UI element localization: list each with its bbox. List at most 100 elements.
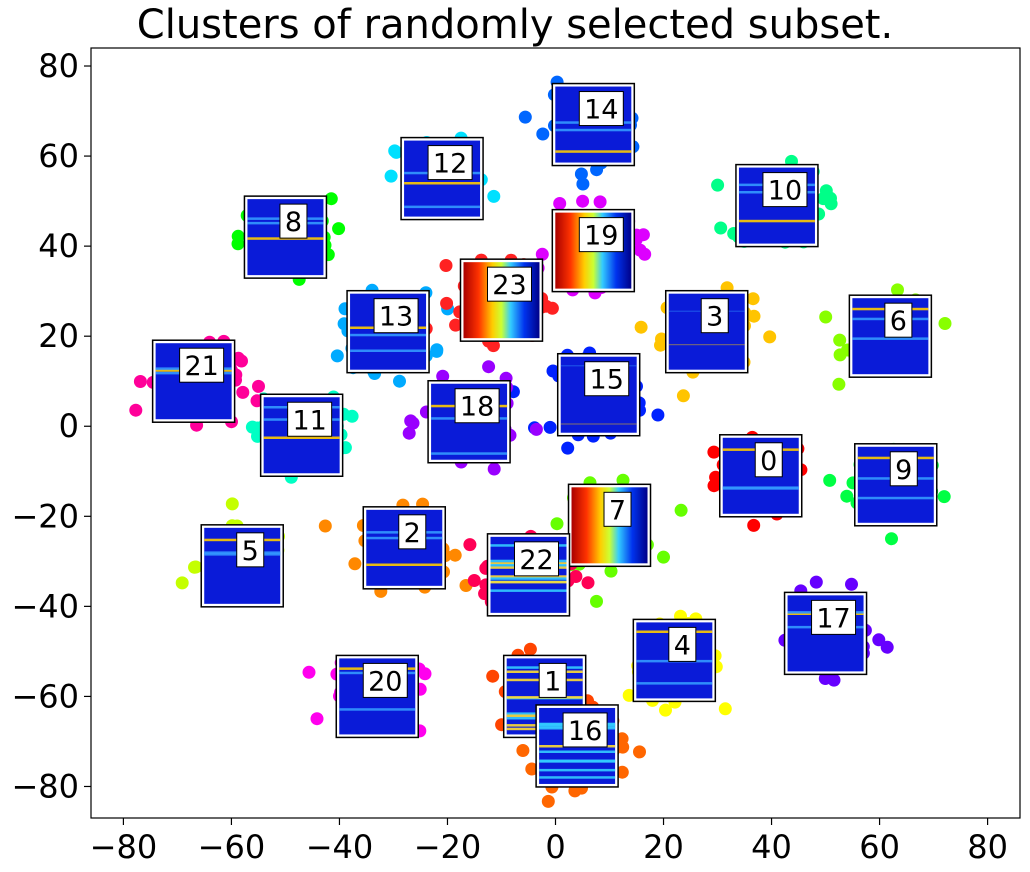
cluster-label: 3 [706, 302, 723, 333]
cluster-label: 12 [433, 149, 467, 180]
data-point [823, 473, 837, 487]
cluster-label-box [179, 347, 225, 383]
data-point [581, 576, 595, 590]
data-point [827, 673, 841, 687]
data-point [467, 574, 481, 587]
data-point [518, 110, 532, 124]
cluster-label: 15 [590, 365, 624, 396]
data-point [550, 517, 564, 531]
cluster-label-box [884, 302, 913, 338]
cluster-label-box [287, 401, 333, 437]
cluster-label: 19 [584, 221, 618, 252]
y-tick-label: −80 [11, 767, 79, 805]
cluster-10-thumbnail: 10 [735, 163, 819, 248]
cluster-label-box [811, 599, 857, 635]
data-point [833, 333, 847, 347]
cluster-label-box [700, 298, 729, 334]
data-point [659, 703, 672, 717]
cluster-15-thumbnail: 15 [556, 352, 641, 437]
cluster-label: 23 [492, 270, 526, 301]
cluster-20-thumbnail: 20 [335, 654, 420, 739]
data-point [711, 178, 725, 192]
x-tick-label: −80 [90, 828, 158, 866]
cluster-label: 9 [895, 455, 912, 486]
x-tick-label: −40 [306, 828, 374, 866]
y-tick-label: −60 [11, 677, 79, 715]
spectrogram-band [636, 682, 713, 685]
cluster-label-box [668, 626, 697, 662]
x-tick-label: 0 [545, 828, 565, 866]
data-point [574, 167, 588, 181]
data-point [133, 375, 147, 388]
data-point [651, 408, 665, 422]
data-point [809, 575, 823, 589]
data-point [175, 576, 189, 590]
spectrogram-band [490, 577, 567, 580]
y-tick-label: 20 [38, 317, 79, 355]
spectrogram-band [263, 436, 340, 439]
data-point [633, 745, 646, 759]
data-point [535, 247, 549, 261]
cluster-label: 13 [379, 302, 413, 333]
spectrogram-band [539, 776, 616, 779]
data-point [747, 518, 761, 532]
x-tick-label: 60 [859, 828, 900, 866]
cluster-13-thumbnail: 13 [346, 289, 430, 374]
data-point [332, 222, 346, 236]
data-point [543, 420, 557, 434]
cluster-label-box [279, 203, 308, 239]
spectrogram-band [350, 349, 427, 352]
cluster-4-thumbnail: 4 [632, 618, 717, 703]
cluster-label-box [754, 442, 783, 478]
data-point [330, 349, 344, 363]
data-point [302, 665, 316, 679]
cluster-label: 21 [184, 351, 218, 382]
cluster-label-box [513, 541, 559, 577]
data-point [891, 283, 904, 297]
cluster-19-thumbnail: 19 [551, 208, 636, 293]
cluster-label-box [538, 662, 567, 698]
data-point [593, 195, 607, 209]
data-point [525, 762, 539, 776]
cluster-18-thumbnail: 18 [427, 379, 511, 464]
cluster-16-thumbnail: 16 [535, 704, 619, 788]
data-point [516, 744, 530, 757]
data-point [463, 538, 477, 552]
cluster-8-thumbnail: 8 [243, 195, 328, 279]
data-point [486, 339, 500, 353]
data-point [318, 519, 332, 533]
cluster-label: 4 [674, 630, 691, 661]
data-point [536, 127, 550, 141]
data-point [252, 379, 265, 393]
cluster-label: 1 [544, 666, 561, 697]
spectrogram-band [490, 580, 567, 584]
data-point [872, 633, 886, 647]
cluster-label: 0 [760, 446, 777, 477]
cluster-label-box [486, 266, 532, 302]
spectrogram-band [539, 768, 616, 772]
data-point [714, 221, 728, 235]
y-tick-label: 60 [38, 137, 79, 175]
cluster-label: 18 [460, 392, 494, 423]
spectrogram-band [350, 333, 427, 337]
cluster-label-box [373, 298, 419, 334]
data-point [657, 550, 670, 564]
y-tick-label: 80 [38, 47, 79, 85]
cluster-label: 17 [816, 603, 850, 634]
cluster-3-thumbnail: 3 [664, 289, 749, 374]
data-point [616, 473, 630, 487]
cluster-6-thumbnail: 6 [848, 294, 933, 378]
data-point [655, 332, 668, 346]
data-point [718, 702, 732, 716]
cluster-label-box [454, 388, 500, 424]
data-point [763, 330, 777, 344]
cluster-label-box [762, 172, 808, 208]
spectrogram-band [366, 563, 443, 566]
x-tick-label: 20 [643, 828, 684, 866]
data-point [707, 445, 721, 459]
cluster-label-box [398, 514, 427, 550]
cluster-label-box [603, 491, 632, 527]
spectrogram-band [555, 128, 632, 132]
spectrogram-band [431, 452, 508, 455]
data-point [590, 594, 603, 608]
